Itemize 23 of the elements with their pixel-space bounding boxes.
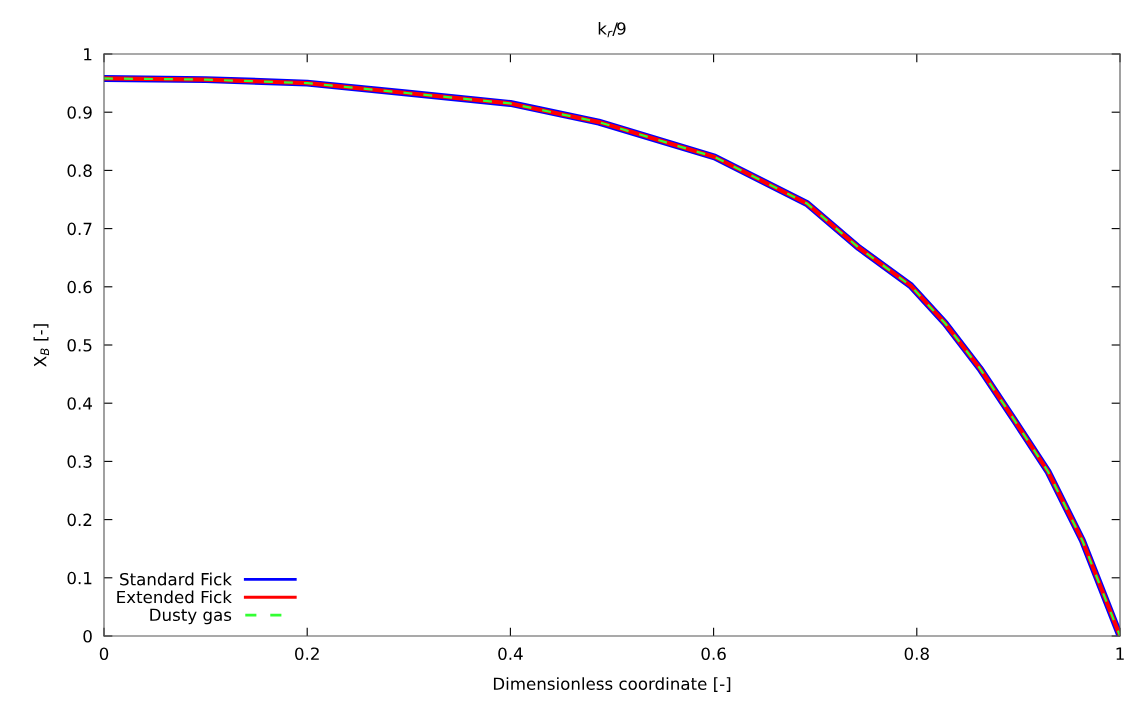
x-axis-title: Dimensionless coordinate [-] (493, 677, 731, 692)
x-tick-label: 0.2 (295, 647, 319, 661)
y-tick-label: 0.3 (67, 455, 92, 468)
x-tick-label: 0.8 (904, 647, 929, 661)
y-tick-label: 1 (84, 48, 92, 61)
legend-label: Extended Fick (117, 590, 232, 604)
y-tick-label: 0 (83, 629, 92, 643)
y-tick-label: 0.8 (67, 164, 92, 177)
x-tick-label: 0 (99, 647, 109, 661)
y-tick-label: 0.4 (67, 397, 92, 410)
chart-title: k$_{r}$/9 (598, 21, 626, 38)
y-tick-label: 0.2 (67, 513, 92, 527)
y-tick-label: 0.5 (67, 338, 92, 352)
y-axis-title: X$_{B}$ [-] (33, 324, 49, 367)
legend-label: Dusty gas (150, 608, 232, 625)
x-tick-label: 1 (1116, 647, 1124, 660)
y-tick-label: 0.1 (67, 571, 92, 585)
y-tick-label: 0.7 (67, 222, 92, 236)
x-tick-label: 0.4 (498, 647, 523, 661)
x-tick-label: 0.6 (701, 647, 726, 661)
y-tick-label: 0.9 (67, 106, 92, 119)
legend-label: Standard Fick (120, 572, 232, 586)
y-tick-label: 0.6 (67, 280, 92, 294)
